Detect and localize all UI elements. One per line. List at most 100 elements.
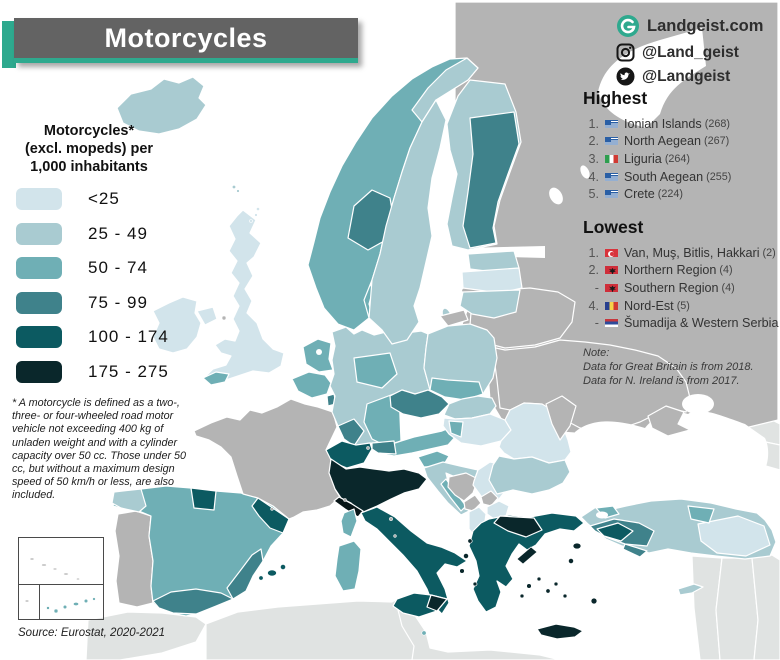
region-galicia [111,488,147,513]
rankings-column: Highest 1. Ionian Islands (268) 2. North Ae… [583,88,779,388]
flag-albania-icon [604,265,619,276]
legend-label: 175 - 275 [88,361,169,381]
region-moldova [545,395,577,441]
list-item: - Southern Region (4) [594,280,735,295]
legend-title: Motorcycles* (excl. mopeds) per 1,000 in… [24,123,154,175]
legend: <25 25 - 49 50 - 74 75 - 99 100 - 174 17… [16,188,169,395]
region-vatican [393,534,397,538]
legend-item: 25 - 49 [16,222,169,245]
region-sweden [368,99,447,345]
region-crete [536,623,584,640]
region-kosovo [480,490,499,507]
list-item: -Šumadija & Western Serbia(5) [594,316,779,331]
region-germany-sw [337,418,365,447]
instagram-icon [616,43,635,62]
source-caption: Source: Eurostat, 2020-2021 [18,627,166,639]
region-greece-north [493,515,543,538]
legend-swatch [16,188,62,210]
inset-azores [29,557,80,581]
region-hungary-west [448,420,464,438]
twitter-handle: @Landgeist [642,67,731,85]
region-lithuania [459,289,521,319]
list-item: 2. North Aegean (267) [588,134,730,149]
legend-label: 100 - 174 [88,327,169,346]
region-ireland [152,296,202,354]
inset-canaries [46,597,96,614]
region-turkey-ne [687,505,715,524]
region-italy-north [328,458,428,514]
legend-item: <25 [16,188,169,210]
region-bosnia [447,472,479,502]
legend-swatch [16,360,62,383]
region-monaco [343,498,347,502]
list-item: 1. Van, Muş, Bitlis, Hakkari (2) [588,245,776,260]
region-finland-east [462,111,520,249]
flag-albania-icon [604,282,619,293]
legend-item: 100 - 174 [16,326,169,348]
region-cyprus [677,583,704,596]
region-montenegro [463,494,482,512]
region-liguria [333,496,364,518]
region-italy-south [360,506,468,615]
title-banner: Motorcycles [0,18,366,70]
region-levant-b [715,557,759,660]
region-belgium [291,371,332,399]
region-andalusia [152,588,234,615]
region-cornwall [202,371,230,386]
landgeist-logo-icon [617,15,639,37]
region-portugal [114,510,154,608]
definition-footnote: * A motorcycle is defined as a two-, thr… [12,397,187,502]
instagram-handle: @Land_geist [642,43,739,61]
region-faroe [232,185,240,193]
region-turkey-east [697,515,771,557]
banner-accent-bar [2,21,16,68]
inset-madeira [24,599,30,603]
legend-label: <25 [88,189,120,208]
highest-list: 1. Ionian Islands (268) 2. North Aegean (267… [583,115,779,203]
region-turkey-west-dark [596,522,634,542]
flag-turkey-icon [604,247,619,258]
inset-divider-vertical [39,584,40,619]
branding-instagram-row: @Land_geist [616,43,776,62]
flag-greece-icon [604,118,619,129]
lowest-title: Lowest [583,216,644,237]
region-northern-ireland [196,306,218,326]
twitter-icon [616,67,635,86]
region-germany-mid [353,352,398,389]
data-note: Note: Data for Great Britain is from 201… [583,346,754,387]
region-crimea [647,405,691,437]
region-corsica [340,508,358,538]
list-item: 4. Nord-Est (5) [588,298,690,313]
region-malta [421,630,427,636]
legend-item: 75 - 99 [16,291,169,314]
region-cantabria [190,487,217,511]
region-iceland [116,76,207,135]
legend-swatch [16,291,62,314]
region-shetland [249,207,260,223]
region-andorra [270,507,274,511]
region-san-marino [388,516,394,522]
branding-block: Landgeist.com @Land_geist @Landgeist [616,14,776,91]
list-item: 4. South Aegean (255) [588,169,732,184]
region-morocco [85,611,207,660]
branding-twitter-row: @Landgeist [616,67,776,86]
region-netherlands [302,338,334,373]
region-ukraine [481,339,691,431]
flag-romania-icon [604,300,619,311]
sea-of-marmara [596,511,608,519]
legend-item: 50 - 74 [16,257,169,279]
list-item: 1. Ionian Islands (268) [588,116,730,131]
flag-greece-icon [604,136,619,147]
legend-swatch [16,257,62,279]
flag-serbia-icon [604,318,619,329]
legend-label: 75 - 99 [88,292,148,312]
region-sardinia [334,540,362,592]
region-turkey-south [622,543,648,558]
lowest-list: 1. Van, Muş, Bitlis, Hakkari (2) 2. Norther… [583,244,779,332]
banner-box: Motorcycles [14,18,358,63]
region-slovakia [443,395,497,420]
highest-title: Highest [583,88,648,108]
region-bulgaria [488,455,571,495]
list-item: 5. Crete (224) [588,187,684,202]
